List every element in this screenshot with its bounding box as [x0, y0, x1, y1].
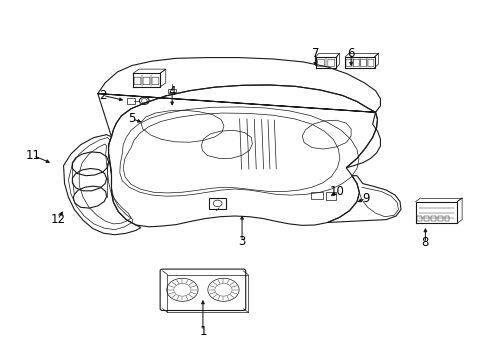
- Text: 4: 4: [168, 85, 176, 98]
- Text: 11: 11: [26, 149, 41, 162]
- Text: 2: 2: [99, 89, 106, 102]
- Text: 8: 8: [421, 237, 428, 249]
- Text: 6: 6: [346, 47, 354, 60]
- Text: 10: 10: [329, 185, 344, 198]
- Text: 12: 12: [50, 213, 65, 226]
- Text: 3: 3: [238, 235, 245, 248]
- Text: 5: 5: [128, 112, 136, 125]
- Text: 9: 9: [361, 192, 369, 204]
- Text: 1: 1: [199, 325, 206, 338]
- Text: 7: 7: [311, 47, 319, 60]
